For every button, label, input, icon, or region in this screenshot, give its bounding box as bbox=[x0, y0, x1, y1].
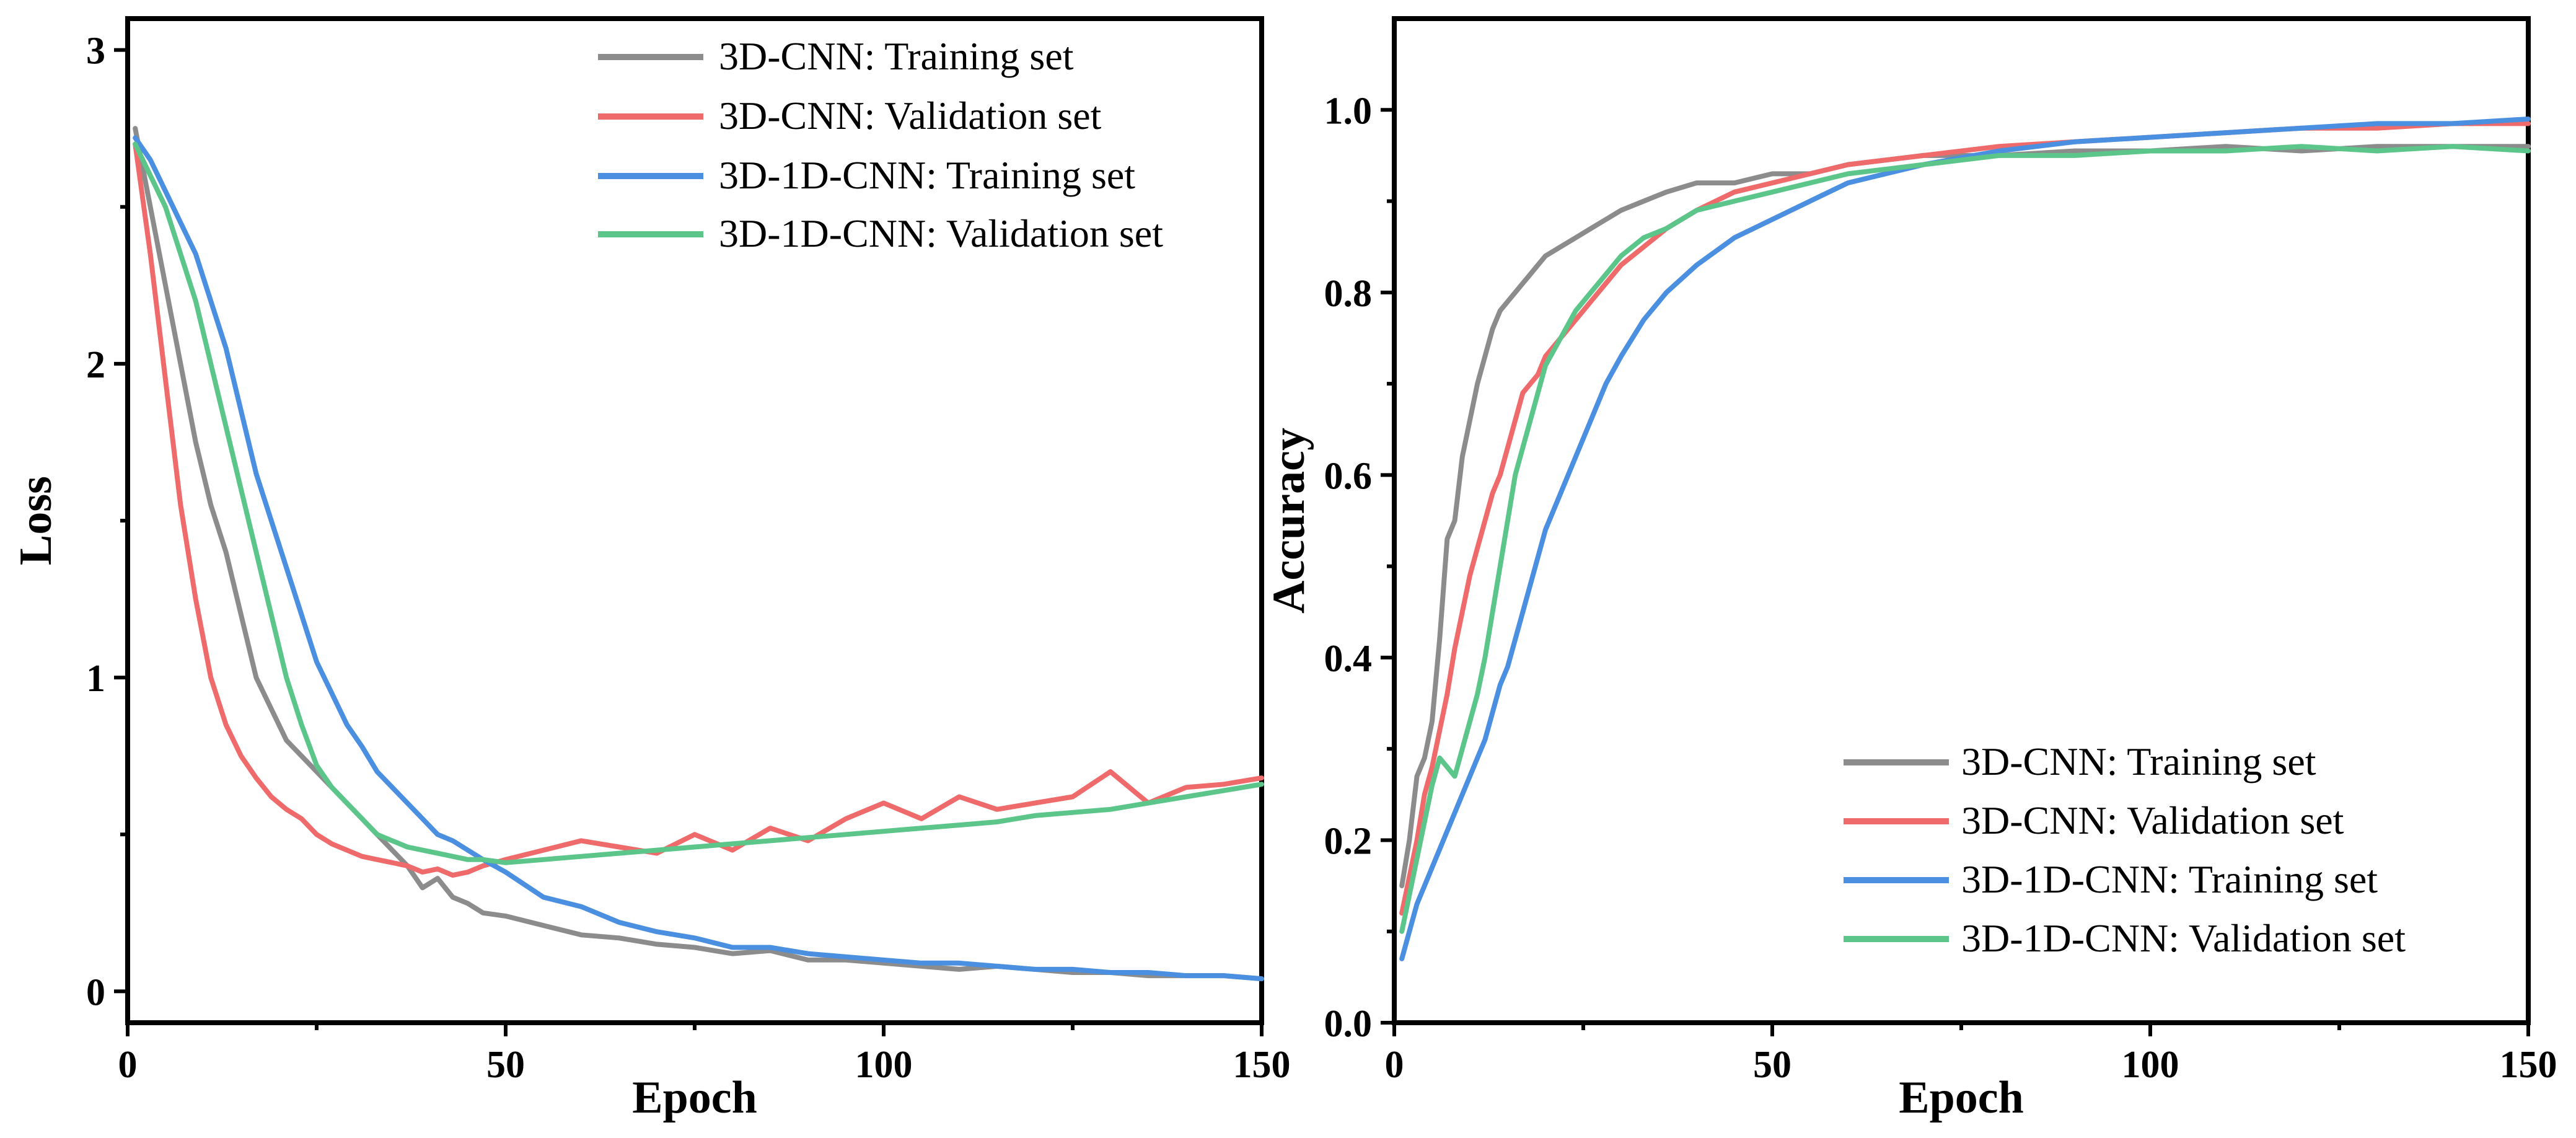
loss-x-tick-label: 100 bbox=[855, 1044, 913, 1086]
loss-x-tick-label: 50 bbox=[486, 1044, 525, 1086]
loss-legend-entry: 3D-1D-CNN: Validation set bbox=[598, 211, 1163, 255]
loss-x-tick-label: 0 bbox=[118, 1044, 138, 1086]
accuracy-legend-label: 3D-CNN: Training set bbox=[1961, 739, 2316, 783]
accuracy-x-tick-label: 100 bbox=[2122, 1044, 2179, 1086]
loss-legend-label: 3D-CNN: Validation set bbox=[719, 94, 1102, 138]
accuracy-y-tick-label: 0.2 bbox=[1324, 820, 1373, 862]
accuracy-legend-entry: 3D-CNN: Training set bbox=[1844, 739, 2316, 783]
loss-x-axis-label: Epoch bbox=[632, 1072, 757, 1123]
accuracy-legend-entry: 3D-CNN: Validation set bbox=[1844, 798, 2344, 842]
loss-legend-entry: 3D-CNN: Validation set bbox=[598, 94, 1102, 138]
accuracy-legend-label: 3D-CNN: Validation set bbox=[1961, 798, 2344, 842]
accuracy-legend-entry: 3D-1D-CNN: Training set bbox=[1844, 857, 2378, 901]
accuracy-series-group bbox=[1399, 117, 2531, 961]
accuracy-legend-label: 3D-1D-CNN: Validation set bbox=[1961, 916, 2406, 960]
accuracy-legend-entry: 3D-1D-CNN: Validation set bbox=[1844, 916, 2406, 960]
loss-y-tick-label: 0 bbox=[86, 971, 105, 1013]
loss-series-group bbox=[133, 126, 1264, 982]
loss-x-tick-label: 150 bbox=[1233, 1044, 1291, 1086]
loss-y-tick-label: 3 bbox=[86, 30, 105, 73]
accuracy-panel: 0.0 0.2 0.4 0.6 0.8 1.0 0 50 100 150 Epoch Accur… bbox=[1264, 16, 2557, 1123]
accuracy-series-line-3 bbox=[1399, 117, 2531, 961]
accuracy-y-tick-label: 0.0 bbox=[1324, 1003, 1373, 1045]
loss-y-tick-label: 2 bbox=[86, 344, 105, 386]
loss-panel: 0 1 2 3 0 50 100 150 Epoch Loss 3D-CNN: Traini… bbox=[11, 16, 1291, 1123]
accuracy-y-tick-label: 1.0 bbox=[1324, 90, 1373, 132]
loss-legend-entry: 3D-CNN: Training set bbox=[598, 34, 1074, 78]
accuracy-y-tick-label: 0.4 bbox=[1324, 638, 1373, 680]
accuracy-x-ticks: 0 50 100 150 bbox=[1385, 1023, 2557, 1086]
loss-legend-label: 3D-1D-CNN: Validation set bbox=[719, 211, 1163, 255]
loss-y-ticks: 0 1 2 3 bbox=[86, 30, 128, 1013]
accuracy-x-tick-label: 0 bbox=[1385, 1044, 1404, 1086]
accuracy-series-line-4 bbox=[1399, 144, 2531, 934]
accuracy-x-tick-label: 150 bbox=[2500, 1044, 2557, 1086]
accuracy-x-axis-label: Epoch bbox=[1899, 1072, 2024, 1123]
accuracy-y-tick-label: 0.6 bbox=[1324, 455, 1373, 497]
loss-series-line-2 bbox=[133, 141, 1264, 878]
accuracy-y-tick-label: 0.8 bbox=[1324, 273, 1373, 315]
loss-legend-label: 3D-1D-CNN: Training set bbox=[719, 153, 1135, 197]
accuracy-legend: 3D-CNN: Training set 3D-CNN: Validation … bbox=[1844, 739, 2406, 960]
loss-y-tick-label: 1 bbox=[86, 658, 105, 700]
loss-series-line-1 bbox=[133, 126, 1264, 982]
loss-x-ticks: 0 50 100 150 bbox=[118, 1023, 1291, 1086]
loss-legend-label: 3D-CNN: Training set bbox=[719, 34, 1074, 78]
loss-legend-entry: 3D-1D-CNN: Training set bbox=[598, 153, 1135, 197]
loss-y-axis-label: Loss bbox=[11, 476, 61, 565]
accuracy-x-tick-label: 50 bbox=[1753, 1044, 1791, 1086]
accuracy-legend-label: 3D-1D-CNN: Training set bbox=[1961, 857, 2378, 901]
loss-series-line-4 bbox=[133, 141, 1264, 865]
loss-series-line-3 bbox=[133, 135, 1264, 982]
accuracy-y-axis-label: Accuracy bbox=[1264, 428, 1314, 614]
accuracy-y-ticks: 0.0 0.2 0.4 0.6 0.8 1.0 bbox=[1324, 90, 1394, 1045]
loss-legend: 3D-CNN: Training set 3D-CNN: Validation … bbox=[598, 34, 1163, 255]
